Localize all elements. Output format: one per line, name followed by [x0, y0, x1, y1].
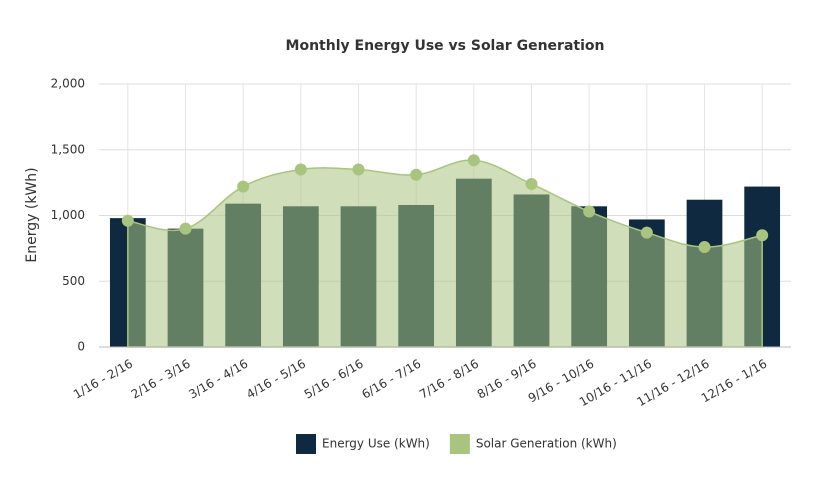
x-tick-label: 1/16 - 2/16 — [71, 357, 135, 402]
x-tick-label: 4/16 - 5/16 — [244, 357, 308, 402]
point — [525, 177, 538, 190]
x-tick-label: 2/16 - 3/16 — [129, 357, 193, 402]
x-tick-label: 6/16 - 7/16 — [359, 357, 423, 402]
x-tick-label: 3/16 - 4/16 — [186, 357, 250, 402]
legend-label: Energy Use (kWh) — [322, 437, 430, 451]
y-tick-label: 1,000 — [51, 208, 85, 222]
point — [467, 154, 480, 167]
point — [352, 163, 365, 176]
point — [640, 226, 653, 239]
legend-swatch — [296, 434, 316, 454]
area — [127, 159, 763, 348]
legend-label: Solar Generation (kWh) — [476, 437, 617, 451]
chart-title: Monthly Energy Use vs Solar Generation — [286, 38, 605, 54]
point — [756, 229, 769, 242]
legend-swatch — [449, 434, 470, 454]
point — [698, 241, 711, 254]
y-tick-label: 2,000 — [51, 77, 85, 91]
point — [121, 214, 134, 227]
point — [237, 180, 250, 193]
point — [294, 163, 307, 176]
point — [179, 222, 192, 235]
y-tick-label: 500 — [62, 274, 85, 288]
point — [410, 168, 423, 181]
point — [583, 205, 596, 218]
x-tick-label: 7/16 - 8/16 — [417, 357, 481, 402]
y-axis-label: Energy (kWh) — [24, 167, 40, 262]
x-tick-label: 12/16 - 1/16 — [699, 357, 770, 406]
y-tick-label: 0 — [77, 340, 85, 354]
y-tick-label: 1,500 — [51, 142, 85, 156]
x-tick-label: 5/16 - 6/16 — [302, 357, 366, 402]
